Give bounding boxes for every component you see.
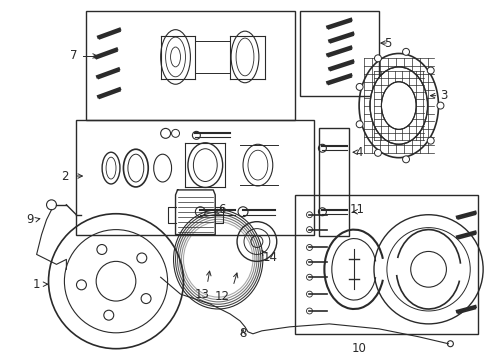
Circle shape — [427, 67, 433, 74]
Text: 13: 13 — [195, 288, 209, 301]
Text: 9: 9 — [26, 213, 33, 226]
Bar — [86, 11, 294, 121]
Text: 7: 7 — [69, 49, 77, 63]
Text: 3: 3 — [439, 89, 446, 102]
Bar — [319, 129, 348, 235]
Ellipse shape — [369, 67, 427, 144]
Text: 1: 1 — [33, 278, 41, 291]
Text: 4: 4 — [355, 146, 362, 159]
Circle shape — [355, 84, 363, 90]
Text: 6: 6 — [218, 203, 225, 216]
Bar — [294, 195, 477, 334]
Circle shape — [436, 102, 443, 109]
Text: 2: 2 — [61, 170, 68, 183]
Bar — [76, 121, 314, 235]
Text: 8: 8 — [239, 327, 246, 340]
Text: 11: 11 — [349, 203, 364, 216]
Bar — [299, 11, 378, 96]
Circle shape — [355, 121, 363, 128]
Circle shape — [427, 137, 433, 144]
Text: 10: 10 — [351, 342, 366, 355]
Text: 12: 12 — [214, 289, 229, 303]
Circle shape — [374, 55, 381, 62]
Circle shape — [402, 48, 408, 55]
Ellipse shape — [381, 82, 415, 129]
Text: 5: 5 — [384, 37, 391, 50]
Text: 14: 14 — [262, 251, 277, 264]
Circle shape — [374, 149, 381, 156]
Circle shape — [402, 156, 408, 163]
